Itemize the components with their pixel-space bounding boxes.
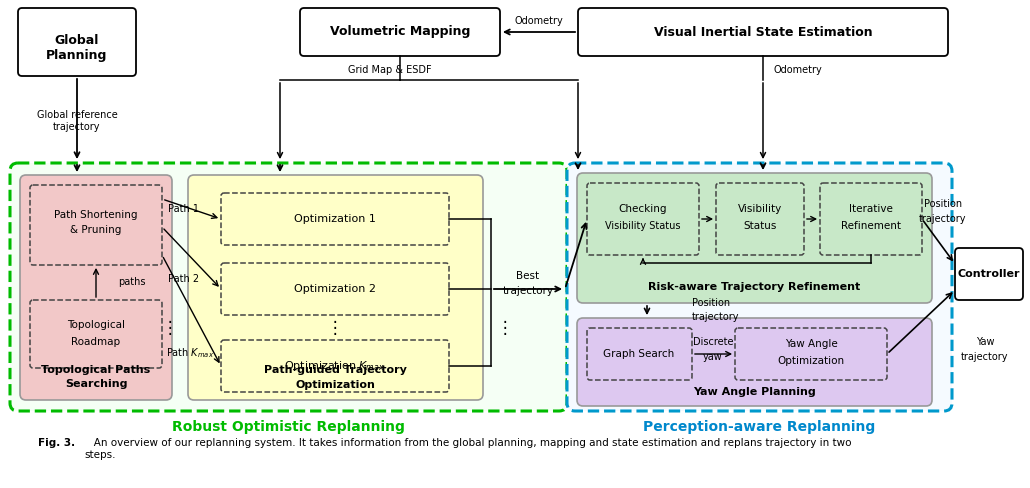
FancyBboxPatch shape xyxy=(20,175,172,400)
Text: Yaw: Yaw xyxy=(975,337,994,347)
Text: Status: Status xyxy=(744,221,777,231)
Text: An overview of our replanning system. It takes information from the global plann: An overview of our replanning system. It… xyxy=(84,438,852,460)
Text: Position: Position xyxy=(692,298,730,308)
Text: Optimization $K_{max}$: Optimization $K_{max}$ xyxy=(284,359,385,373)
Text: Refinement: Refinement xyxy=(842,221,901,231)
Text: Path Shortening: Path Shortening xyxy=(55,210,138,220)
FancyBboxPatch shape xyxy=(577,173,932,303)
FancyBboxPatch shape xyxy=(577,318,932,406)
Text: Best: Best xyxy=(516,271,540,281)
Text: Yaw Angle: Yaw Angle xyxy=(785,339,837,349)
Text: Optimization: Optimization xyxy=(295,380,375,390)
Text: Fig. 3.: Fig. 3. xyxy=(38,438,75,448)
FancyBboxPatch shape xyxy=(221,263,449,315)
Text: Grid Map & ESDF: Grid Map & ESDF xyxy=(348,65,432,75)
Text: Roadmap: Roadmap xyxy=(71,337,121,347)
Text: Planning: Planning xyxy=(46,49,108,62)
FancyBboxPatch shape xyxy=(578,8,948,56)
Text: Path 2: Path 2 xyxy=(169,274,200,284)
FancyBboxPatch shape xyxy=(735,328,887,380)
Text: Visibility: Visibility xyxy=(737,204,782,214)
FancyBboxPatch shape xyxy=(30,300,162,368)
Text: Robust Optimistic Replanning: Robust Optimistic Replanning xyxy=(172,420,405,434)
FancyBboxPatch shape xyxy=(18,8,136,76)
FancyBboxPatch shape xyxy=(587,328,692,380)
Text: Visibility Status: Visibility Status xyxy=(606,221,681,231)
Text: Optimization: Optimization xyxy=(778,356,845,366)
Text: Visual Inertial State Estimation: Visual Inertial State Estimation xyxy=(654,25,872,39)
Text: Checking: Checking xyxy=(619,204,667,214)
Text: Volumetric Mapping: Volumetric Mapping xyxy=(330,25,470,39)
Text: Path $K_{max}$: Path $K_{max}$ xyxy=(166,346,214,360)
Text: trajectory: trajectory xyxy=(961,352,1008,362)
FancyBboxPatch shape xyxy=(188,175,483,400)
Text: ⋮: ⋮ xyxy=(496,319,513,337)
FancyBboxPatch shape xyxy=(587,183,699,255)
Text: ⋮: ⋮ xyxy=(327,319,343,337)
FancyBboxPatch shape xyxy=(10,163,566,411)
Text: paths: paths xyxy=(118,277,145,287)
FancyBboxPatch shape xyxy=(221,193,449,245)
Text: Topological: Topological xyxy=(67,320,125,330)
FancyBboxPatch shape xyxy=(955,248,1023,300)
Text: Iterative: Iterative xyxy=(849,204,893,214)
Text: ⋮: ⋮ xyxy=(162,319,178,337)
FancyBboxPatch shape xyxy=(30,185,162,265)
Text: & Pruning: & Pruning xyxy=(70,225,122,235)
FancyBboxPatch shape xyxy=(716,183,804,255)
Text: Discrete: Discrete xyxy=(693,337,733,347)
Text: Path-guided Trajectory: Path-guided Trajectory xyxy=(264,365,407,375)
Text: trajectory: trajectory xyxy=(692,312,740,322)
Text: Risk-aware Trajectory Refinement: Risk-aware Trajectory Refinement xyxy=(648,282,860,292)
Text: Optimization 1: Optimization 1 xyxy=(294,214,376,224)
Text: Odometry: Odometry xyxy=(774,65,822,75)
FancyBboxPatch shape xyxy=(566,163,952,411)
FancyBboxPatch shape xyxy=(820,183,922,255)
Text: trajectory: trajectory xyxy=(54,122,101,132)
Text: trajectory: trajectory xyxy=(503,286,553,296)
FancyBboxPatch shape xyxy=(221,340,449,392)
Text: Searching: Searching xyxy=(65,379,128,389)
Text: Perception-aware Replanning: Perception-aware Replanning xyxy=(643,420,876,434)
Text: Topological Paths: Topological Paths xyxy=(41,365,150,375)
Text: Odometry: Odometry xyxy=(515,16,563,26)
Text: Controller: Controller xyxy=(958,269,1021,279)
Text: Global: Global xyxy=(55,34,99,46)
Text: Position: Position xyxy=(924,199,962,209)
Text: trajectory: trajectory xyxy=(919,214,967,224)
Text: Optimization 2: Optimization 2 xyxy=(294,284,376,294)
FancyBboxPatch shape xyxy=(300,8,500,56)
Text: Global reference: Global reference xyxy=(37,110,117,120)
Text: Graph Search: Graph Search xyxy=(604,349,675,359)
Text: yaw: yaw xyxy=(703,352,723,362)
Text: Yaw Angle Planning: Yaw Angle Planning xyxy=(692,387,816,397)
Text: Path 1: Path 1 xyxy=(169,204,200,214)
